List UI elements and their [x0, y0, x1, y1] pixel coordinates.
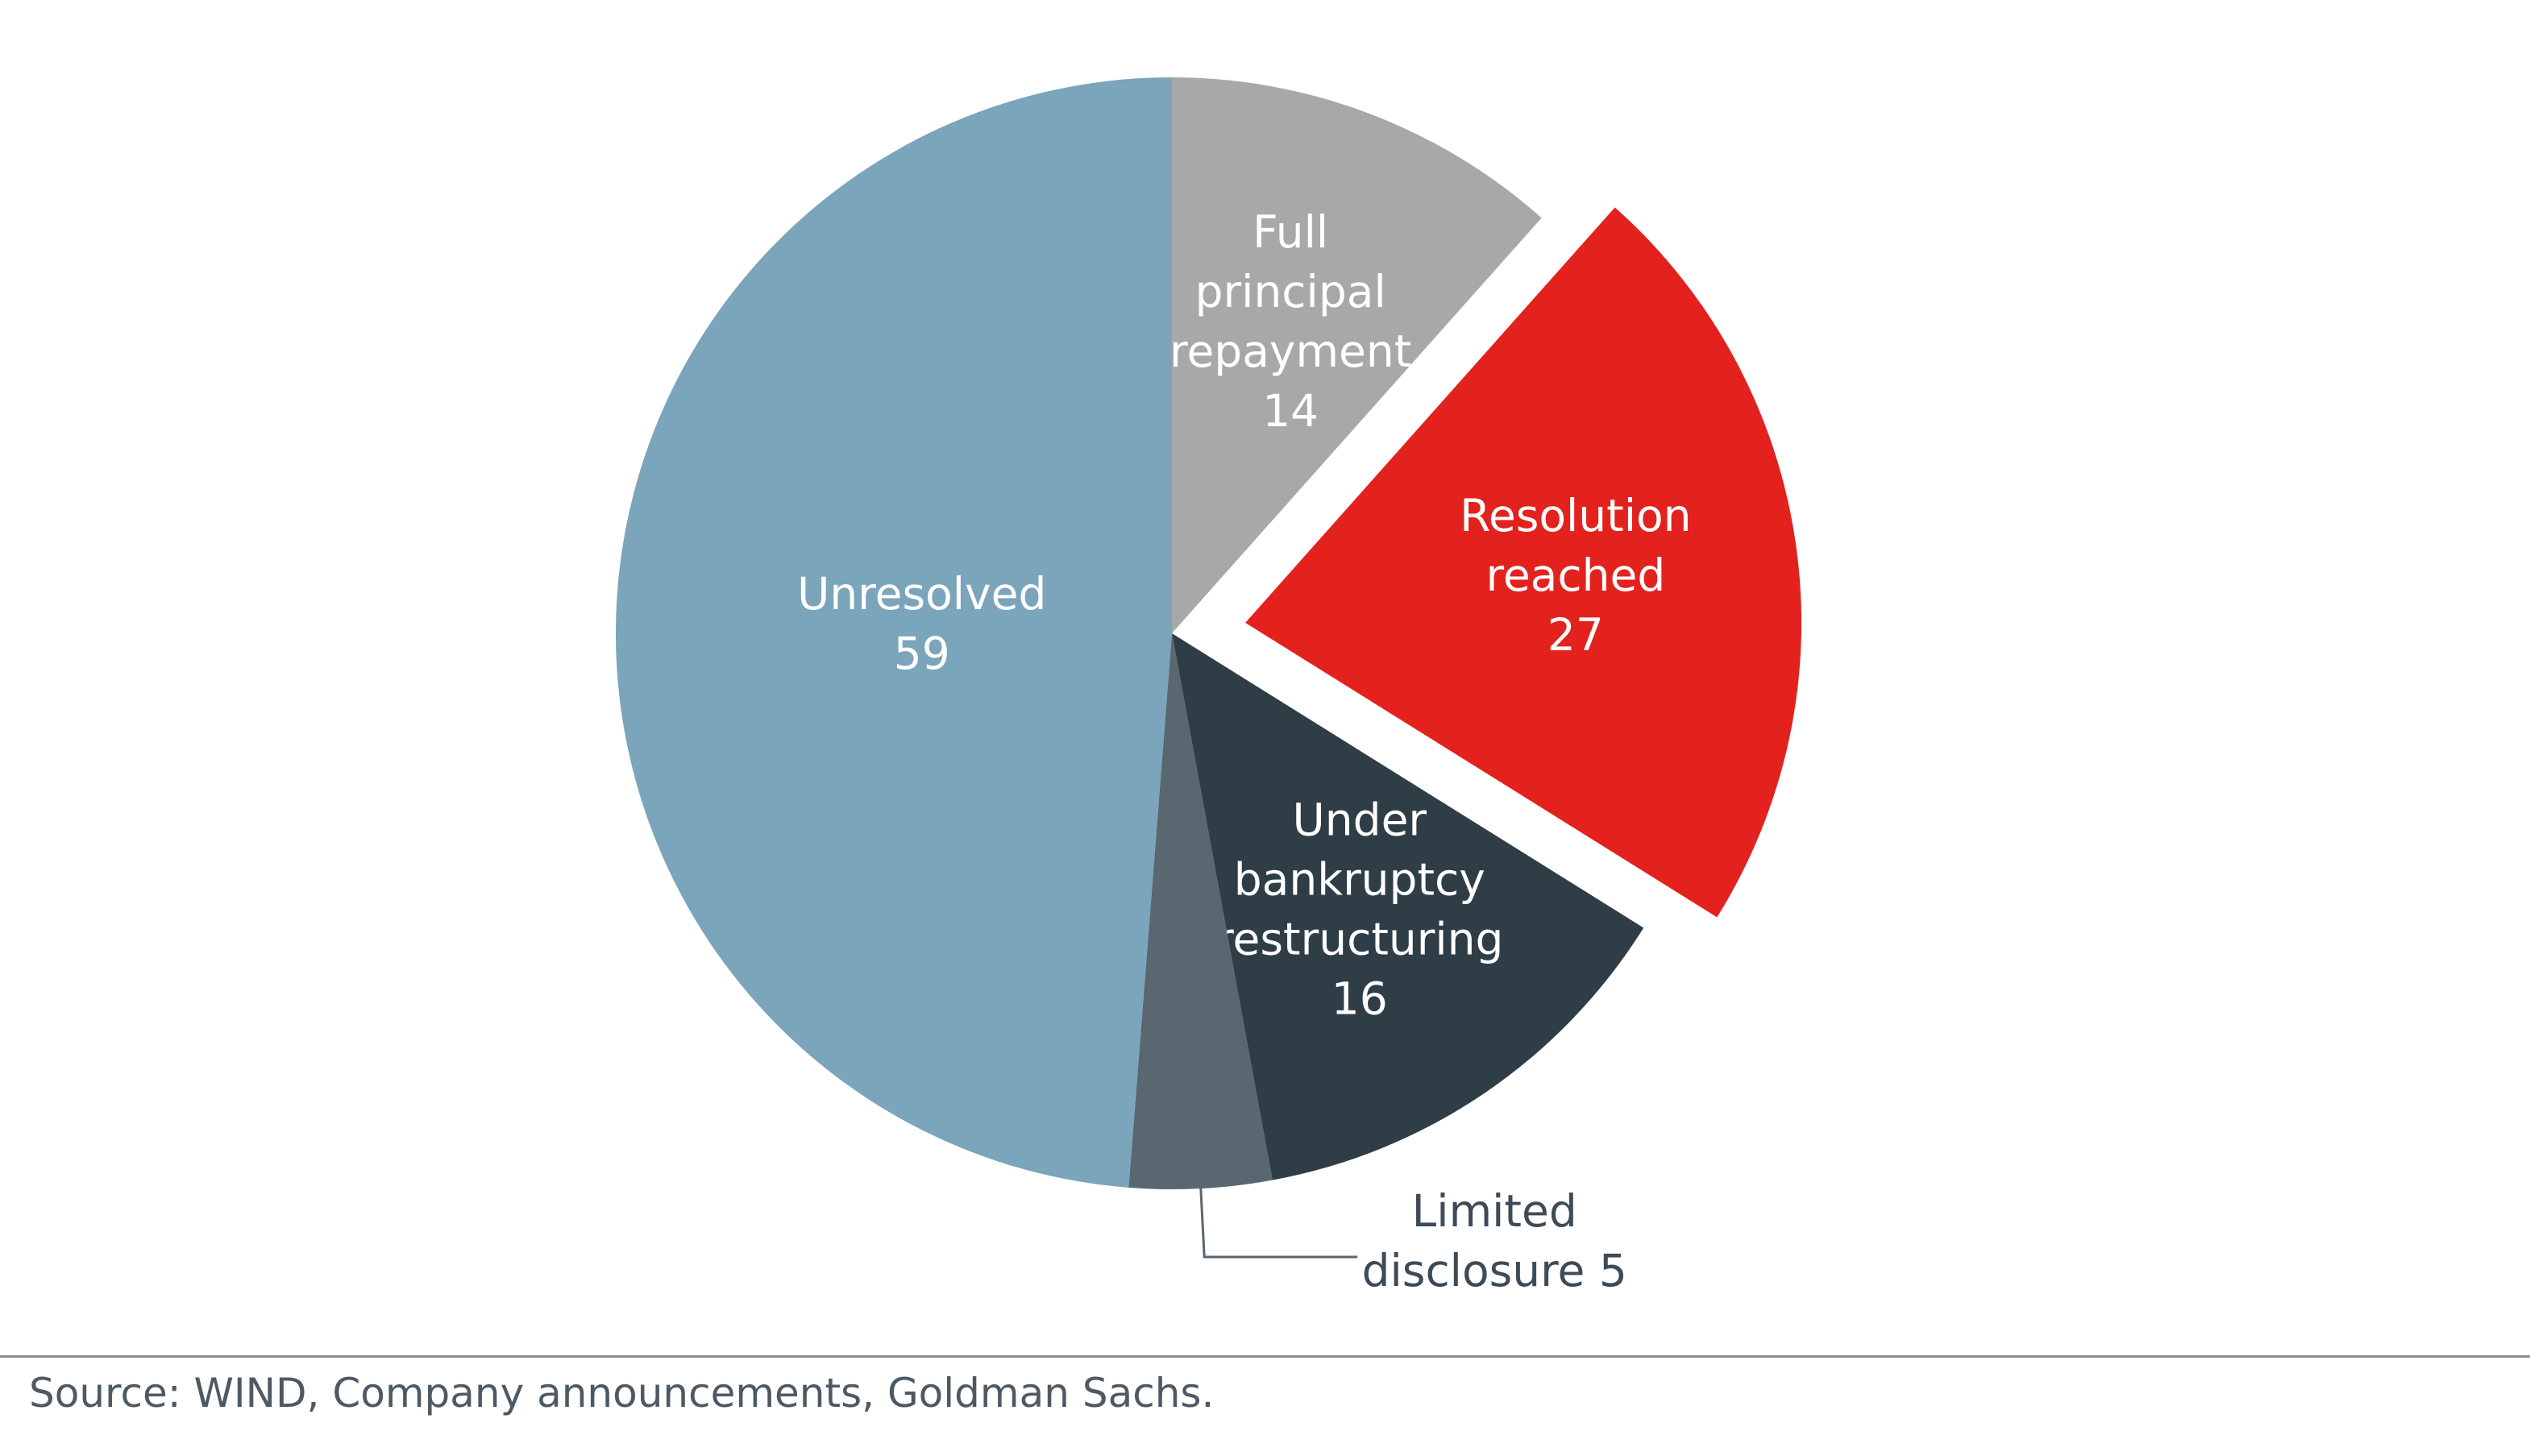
slice-value: 27 — [1547, 609, 1604, 661]
slice-label-line: reached — [1485, 550, 1665, 601]
pie-slice-unresolved — [615, 77, 1172, 1188]
pie-chart: Full principal repayment 14 Resolution reache… — [615, 77, 1802, 1296]
slice-label-line: repayment — [1169, 326, 1411, 377]
slice-label-resolution-reached: Resolution reached 27 — [1460, 490, 1691, 661]
leader-line-limited-disclosure-5 — [1199, 1172, 1358, 1259]
slice-label-line: Full — [1253, 206, 1328, 258]
pie-slice-resolution-reached — [1245, 207, 1802, 918]
slice-value: 59 — [894, 628, 950, 679]
pie-svg: Full principal repayment 14 Resolution reache… — [615, 77, 1802, 1296]
slice-label-unresolved: Unresolved 59 — [797, 568, 1046, 679]
footer-divider — [0, 1355, 2530, 1358]
slice-label-line: bankruptcy — [1234, 853, 1485, 905]
slice-label-line: Limited — [1412, 1185, 1577, 1237]
slice-label-line: Resolution — [1460, 490, 1691, 541]
pie-slice-limited-disclosure-5 — [1128, 633, 1273, 1189]
slice-label-line: principal — [1195, 266, 1386, 317]
slice-label-limited-disclosure-5: Limited disclosure 5 — [1362, 1185, 1627, 1296]
pie-slice-under-bankruptcy-restructuring — [1172, 633, 1644, 1180]
slice-label-line: Unresolved — [797, 568, 1046, 620]
slice-label-under-bankruptcy-restructuring: Under bankruptcy restructuring 16 — [1215, 794, 1503, 1024]
slice-label-full-principal-repayment: Full principal repayment 14 — [1169, 206, 1411, 437]
slice-label-line: restructuring — [1215, 913, 1503, 964]
slice-label-line: Under — [1293, 794, 1427, 845]
source-note: Source: WIND, Company announcements, Gol… — [29, 1370, 1215, 1417]
slice-value: 16 — [1331, 973, 1388, 1024]
slice-label-line: disclosure 5 — [1362, 1245, 1627, 1296]
pie-slice-full-principal-repayment — [1172, 77, 1542, 633]
slice-value: 14 — [1262, 385, 1319, 437]
